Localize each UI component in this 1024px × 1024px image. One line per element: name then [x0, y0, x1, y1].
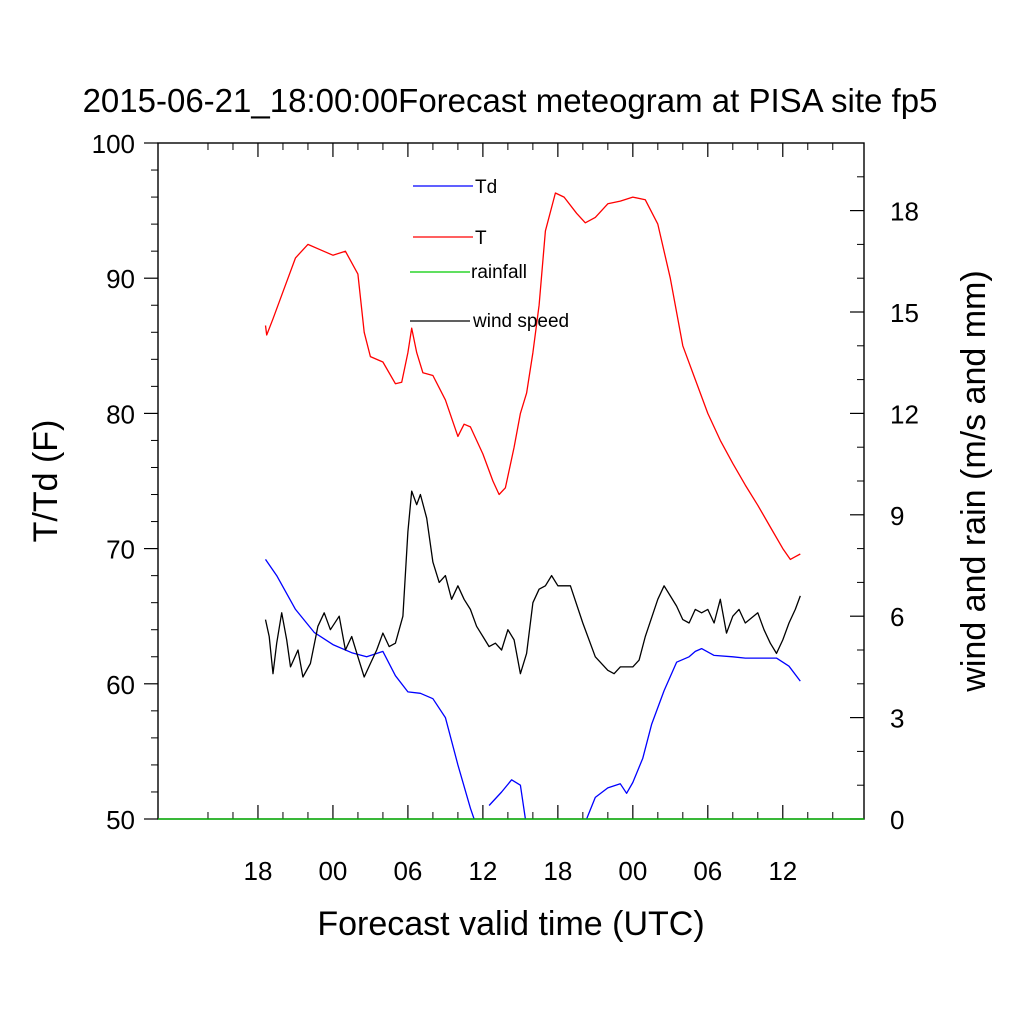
x-tick-label: 18 — [244, 856, 273, 886]
legend-label: Td — [475, 177, 497, 198]
y-left-tick-label: 100 — [92, 129, 135, 159]
x-tick-label: 06 — [693, 856, 722, 886]
y-left-tick-label: 90 — [106, 264, 135, 294]
series-line-wind-speed — [264, 490, 801, 678]
y-right-tick-label: 9 — [890, 501, 904, 531]
y-left-tick-label: 80 — [106, 399, 135, 429]
x-tick-label: 00 — [318, 856, 347, 886]
y-right-tick-label: 15 — [890, 298, 919, 328]
series-line-td — [264, 559, 801, 820]
x-axis-label: Forecast valid time (UTC) — [317, 905, 704, 943]
x-tick-label: 06 — [393, 856, 422, 886]
legend-label: rainfall — [471, 262, 527, 283]
x-tick-label: 18 — [543, 856, 572, 886]
legend-label: wind speed — [472, 311, 569, 332]
x-tick-label: 00 — [618, 856, 647, 886]
x-tick-label: 12 — [768, 856, 797, 886]
y-right-tick-label: 12 — [890, 399, 919, 429]
x-tick-label: 12 — [468, 856, 497, 886]
chart-title: 2015-06-21_18:00:00Forecast meteogram at… — [83, 82, 938, 119]
y-right-tick-label: 6 — [890, 602, 904, 632]
y-left-tick-label: 70 — [106, 535, 135, 565]
y-left-tick-label: 50 — [106, 805, 135, 835]
y-axis-label-right: wind and rain (m/s and mm) — [955, 270, 993, 692]
y-axis-label-left: T/Td (F) — [27, 420, 65, 543]
plot-frame — [157, 142, 865, 820]
series-line-t — [264, 192, 801, 561]
y-left-tick-label: 60 — [106, 670, 135, 700]
y-right-tick-label: 3 — [890, 704, 904, 734]
y-right-tick-label: 18 — [890, 197, 919, 227]
legend-label: T — [475, 228, 487, 249]
y-right-tick-label: 0 — [890, 805, 904, 835]
